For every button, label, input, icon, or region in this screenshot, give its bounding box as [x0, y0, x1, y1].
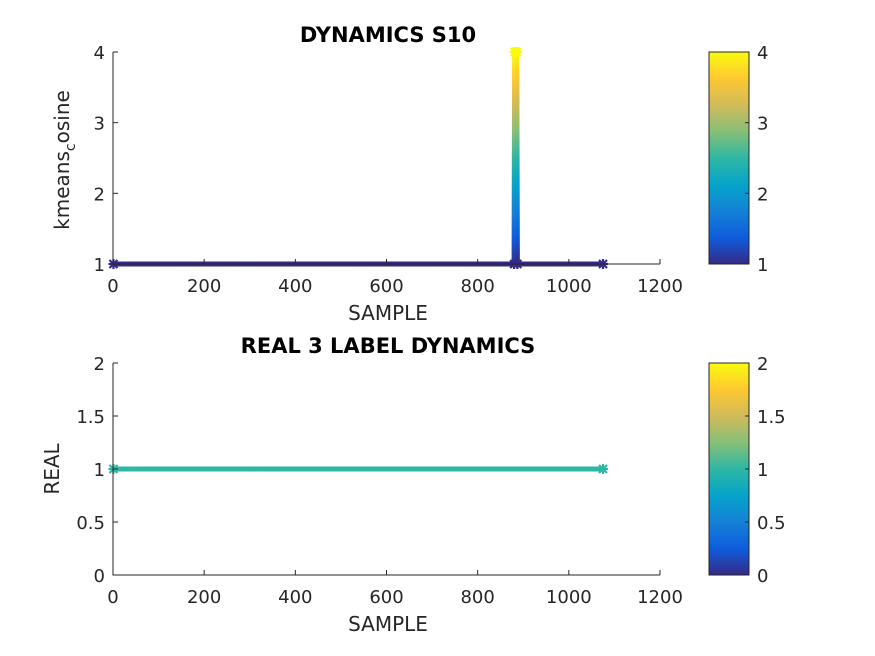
x-tick-label: 1200: [637, 587, 683, 608]
y-tick-label: 0.5: [76, 513, 105, 534]
y-tick-label: 3: [94, 114, 105, 135]
colorbar-tick-label: 1.5: [757, 407, 786, 428]
ylabel-top: kmeanscosine: [50, 90, 79, 230]
colorbar-ticks-bottom: 0 0.5 1 1.5 2: [745, 354, 786, 587]
x-tick-label: 0: [107, 276, 118, 297]
data-point: [598, 464, 609, 474]
colorbar-tick-label: 2: [757, 184, 768, 205]
x-tick-label: 1000: [546, 587, 592, 608]
x-tick-label: 800: [460, 587, 494, 608]
ylabel-top-tail: osine: [50, 90, 74, 143]
data-point: [511, 47, 522, 57]
subplot-top: DYNAMICS S10 0 200 400 600 800 1000 1200 1 2 3 4 S…: [50, 23, 768, 325]
y-tick-label: 1: [94, 255, 105, 276]
x-tick-label: 1000: [546, 276, 592, 297]
x-tick-label: 800: [460, 276, 494, 297]
x-tick-label: 1200: [637, 276, 683, 297]
x-tick-label: 200: [187, 276, 221, 297]
xlabel-bottom: SAMPLE: [348, 612, 428, 636]
ticks-bottom: 0 200 400 600 800 1000 1200 0 0.5 1 1.5 2: [76, 354, 683, 608]
subplot-bottom: REAL 3 LABEL DYNAMICS 0 200 400 600 800 1000 1…: [40, 334, 786, 636]
colorbar-tick-label: 0: [757, 566, 768, 587]
xlabel-top: SAMPLE: [348, 301, 428, 325]
colorbar-bottom: [708, 362, 750, 576]
y-tick-label: 0: [94, 566, 105, 587]
ticks-top: 0 200 400 600 800 1000 1200 1 2 3 4: [94, 43, 683, 297]
x-tick-label: 0: [107, 587, 118, 608]
x-tick-label: 400: [278, 587, 312, 608]
ylabel-top-main: kmeans: [50, 151, 74, 230]
title-top: DYNAMICS S10: [300, 23, 476, 47]
series-top: [108, 47, 609, 269]
y-tick-label: 2: [94, 184, 105, 205]
colorbar-tick-label: 4: [757, 43, 768, 64]
colorbar-tick-label: 1: [757, 255, 768, 276]
y-tick-label: 1: [94, 460, 105, 481]
ylabel-top-sub: c: [63, 143, 79, 151]
colorbar-top: [708, 51, 750, 265]
colorbar-ticks-top: 1 2 3 4: [745, 43, 768, 276]
y-tick-label: 2: [94, 354, 105, 375]
data-point-stroke: [512, 47, 522, 57]
y-tick-label: 1.5: [76, 407, 105, 428]
colorbar-tick-label: 1: [757, 460, 768, 481]
data-point-stroke: [598, 464, 608, 474]
x-tick-label: 400: [278, 276, 312, 297]
y-tick-label: 4: [94, 43, 105, 64]
x-tick-label: 600: [369, 587, 403, 608]
axes-top: [112, 52, 660, 265]
title-bottom: REAL 3 LABEL DYNAMICS: [241, 334, 536, 358]
colorbar-tick-label: 3: [757, 114, 768, 135]
x-tick-label: 200: [187, 587, 221, 608]
ylabel-bottom: REAL: [40, 442, 64, 494]
series-bottom: [108, 464, 609, 474]
colorbar-tick-label: 2: [757, 354, 768, 375]
colorbar-tick-label: 0.5: [757, 513, 786, 534]
x-tick-label: 600: [369, 276, 403, 297]
